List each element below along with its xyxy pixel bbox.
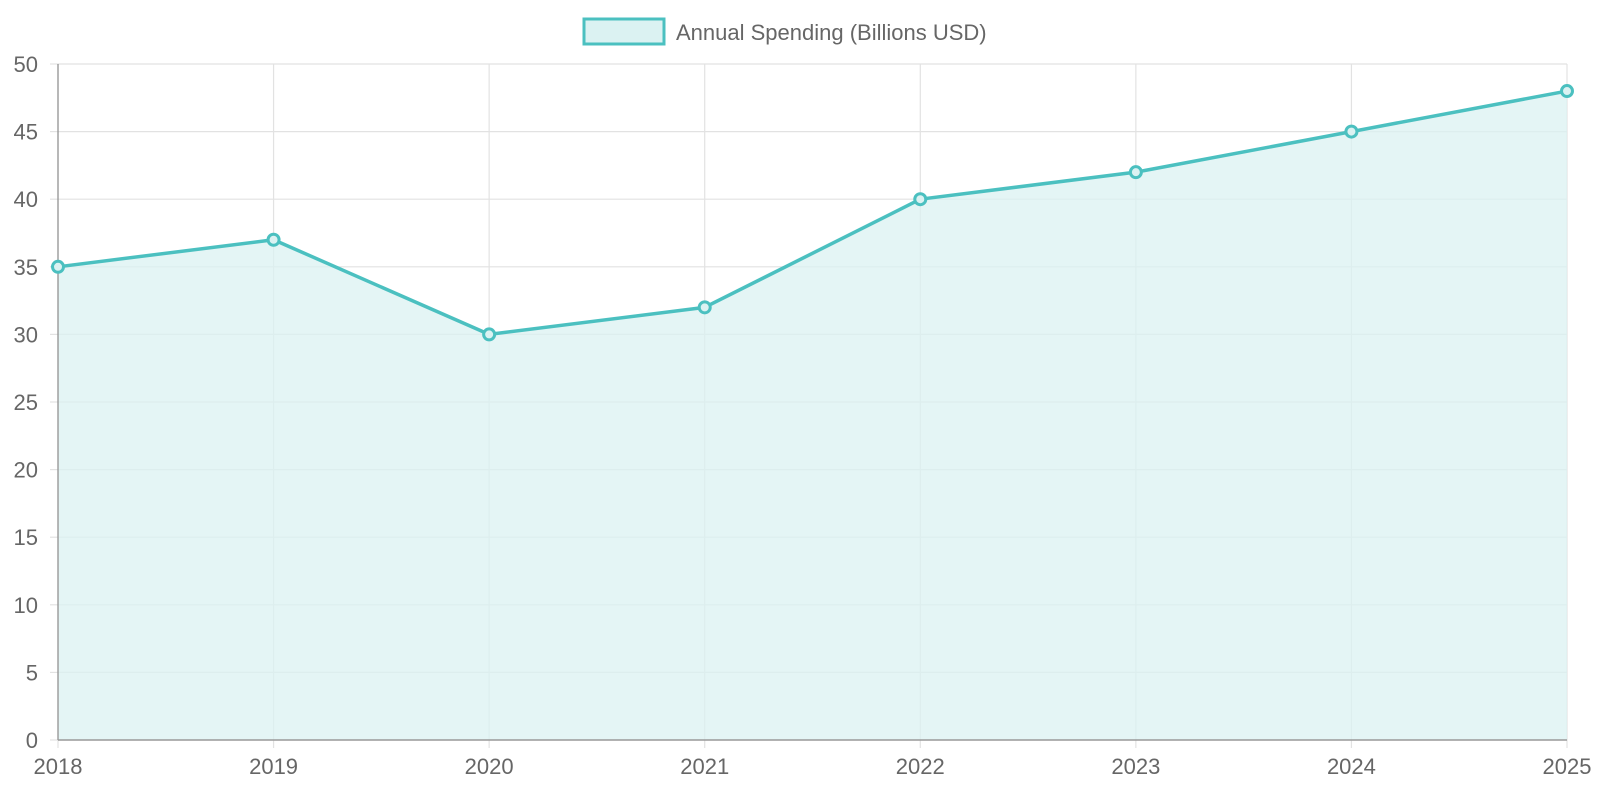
x-axis-ticks: 2018 2019 2020 2021 2022 2023 2024 2025 xyxy=(34,754,1592,779)
x-tick-label: 2018 xyxy=(34,754,83,779)
y-tick-label: 30 xyxy=(14,322,38,347)
x-tick-label: 2025 xyxy=(1543,754,1592,779)
axes xyxy=(57,64,1567,741)
y-tick-label: 10 xyxy=(14,593,38,618)
y-tick-label: 5 xyxy=(26,660,38,685)
data-point[interactable] xyxy=(1344,124,1359,139)
data-point[interactable] xyxy=(266,232,281,247)
y-tick-label: 35 xyxy=(14,255,38,280)
y-tick-label: 0 xyxy=(26,728,38,753)
series-line xyxy=(57,89,1568,337)
data-point[interactable] xyxy=(51,259,65,274)
x-tick-label: 2022 xyxy=(896,754,945,779)
area-fill xyxy=(58,91,1567,741)
y-tick-label: 25 xyxy=(14,390,38,415)
data-point[interactable] xyxy=(1128,165,1143,180)
series-line-path xyxy=(57,89,1568,337)
x-tick-label: 2024 xyxy=(1327,754,1376,779)
data-point[interactable] xyxy=(482,327,497,342)
y-axis-ticks: 0 5 10 15 20 25 30 35 40 45 50 xyxy=(14,52,38,753)
y-tick-label: 40 xyxy=(14,187,38,212)
legend-swatch xyxy=(582,17,666,46)
series-area xyxy=(58,91,1567,741)
x-tick-label: 2021 xyxy=(680,754,729,779)
y-tick-label: 50 xyxy=(14,52,38,77)
y-tick-label: 45 xyxy=(14,120,38,145)
x-tick-label: 2023 xyxy=(1111,754,1160,779)
y-tick-label: 20 xyxy=(14,458,38,483)
data-point[interactable] xyxy=(913,192,928,207)
x-tick-label: 2019 xyxy=(249,754,298,779)
y-tick-label: 15 xyxy=(14,525,38,550)
data-points[interactable] xyxy=(51,84,1574,342)
x-tick-label: 2020 xyxy=(465,754,514,779)
data-point[interactable] xyxy=(697,300,712,315)
legend-label: Annual Spending (Billions USD) xyxy=(676,20,987,45)
data-point[interactable] xyxy=(1560,84,1574,99)
chart-legend[interactable]: Annual Spending (Billions USD) xyxy=(582,17,987,46)
